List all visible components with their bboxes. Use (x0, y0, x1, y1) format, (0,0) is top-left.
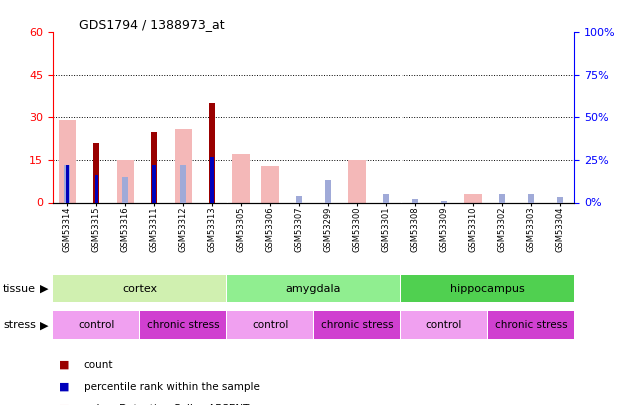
Bar (499, 194, 505, 202)
Text: ▶: ▶ (40, 284, 49, 294)
Bar (211, 157, 214, 202)
Bar (93, 143, 99, 202)
Text: chronic stress: chronic stress (321, 320, 393, 330)
Text: count: count (84, 360, 114, 369)
Bar (441, 201, 447, 202)
Text: tissue: tissue (3, 284, 36, 294)
Text: stress: stress (3, 320, 36, 330)
Bar (122, 177, 129, 202)
Text: ■: ■ (59, 360, 70, 369)
Bar (348, 160, 366, 202)
Bar (465, 194, 482, 202)
Text: percentile rank within the sample: percentile rank within the sample (84, 382, 260, 392)
Bar (401, 311, 487, 339)
Bar (261, 166, 279, 202)
Text: amygdala: amygdala (286, 284, 342, 294)
Bar (488, 311, 574, 339)
Bar (296, 196, 302, 202)
Bar (325, 180, 331, 202)
Bar (66, 165, 69, 202)
Text: GDS1794 / 1388973_at: GDS1794 / 1388973_at (79, 18, 225, 31)
Text: control: control (426, 320, 462, 330)
Text: value, Detection Call = ABSENT: value, Detection Call = ABSENT (84, 404, 249, 405)
Text: chronic stress: chronic stress (495, 320, 567, 330)
Bar (232, 154, 250, 202)
Bar (58, 120, 76, 202)
Bar (153, 165, 156, 202)
Bar (209, 103, 215, 202)
Bar (53, 311, 139, 339)
Text: ■: ■ (59, 404, 70, 405)
Bar (94, 175, 98, 202)
Bar (528, 194, 534, 202)
Text: control: control (78, 320, 114, 330)
Text: control: control (252, 320, 288, 330)
Text: chronic stress: chronic stress (147, 320, 219, 330)
Bar (227, 275, 400, 302)
Bar (180, 165, 186, 202)
Bar (117, 160, 134, 202)
Bar (412, 199, 418, 202)
Text: cortex: cortex (122, 284, 157, 294)
Bar (383, 194, 389, 202)
Bar (314, 311, 400, 339)
Text: hippocampus: hippocampus (450, 284, 525, 294)
Bar (53, 275, 226, 302)
Text: ■: ■ (59, 382, 70, 392)
Bar (401, 275, 574, 302)
Bar (151, 132, 157, 202)
Bar (227, 311, 313, 339)
Bar (140, 311, 226, 339)
Bar (175, 129, 192, 202)
Bar (557, 197, 563, 202)
Text: ▶: ▶ (40, 320, 49, 330)
Bar (64, 165, 70, 202)
